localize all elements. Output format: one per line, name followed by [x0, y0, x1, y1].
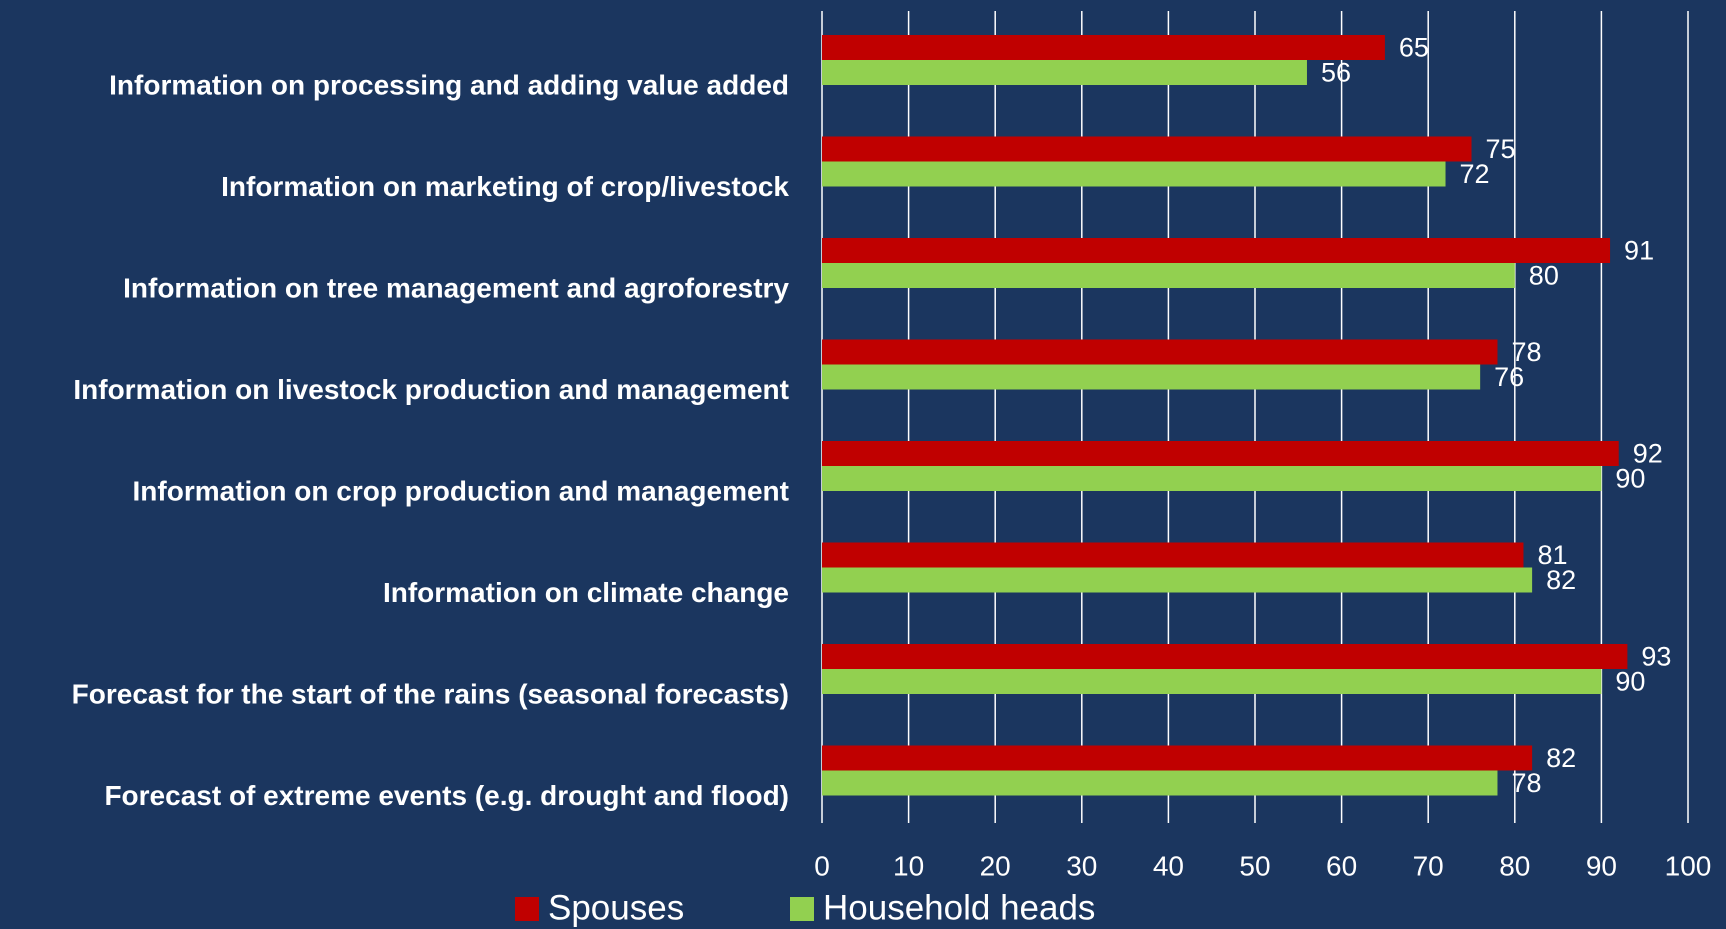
data-label: 78	[1511, 768, 1541, 798]
bar	[822, 669, 1602, 694]
category-label: Information on climate change	[383, 577, 789, 608]
bar	[822, 441, 1619, 466]
data-label: 65	[1399, 33, 1429, 63]
data-label: 78	[1511, 337, 1541, 367]
category-label: Information on processing and adding val…	[109, 69, 789, 100]
bar	[822, 567, 1533, 593]
x-tick-label: 70	[1413, 850, 1444, 881]
data-label: 80	[1529, 261, 1559, 291]
x-tick-label: 50	[1239, 850, 1270, 881]
bar	[822, 263, 1515, 288]
x-tick-label: 30	[1066, 850, 1097, 881]
bar	[822, 136, 1472, 162]
legend-label: Spouses	[548, 888, 684, 927]
x-tick-label: 60	[1326, 850, 1357, 881]
data-label: 92	[1633, 439, 1663, 469]
bar	[822, 161, 1446, 187]
data-label: 72	[1460, 159, 1490, 189]
category-label: Information on crop production and manag…	[133, 475, 789, 506]
x-tick-label: 0	[814, 850, 830, 881]
x-tick-label: 90	[1586, 850, 1617, 881]
category-label: Information on marketing of crop/livesto…	[221, 171, 789, 202]
category-label: Forecast of extreme events (e.g. drought…	[104, 780, 789, 811]
data-label: 91	[1624, 236, 1654, 266]
data-label: 90	[1615, 464, 1645, 494]
data-label: 56	[1321, 58, 1351, 88]
x-tick-label: 40	[1153, 850, 1184, 881]
bar	[822, 364, 1481, 390]
x-tick-label: 20	[980, 850, 1011, 881]
bar	[822, 35, 1385, 60]
data-label: 93	[1641, 642, 1671, 672]
bar	[822, 542, 1524, 568]
data-label: 82	[1546, 565, 1576, 595]
legend-swatch	[515, 897, 539, 921]
legend-swatch	[790, 897, 814, 921]
category-label: Information on livestock production and …	[73, 374, 789, 405]
x-tick-label: 80	[1499, 850, 1530, 881]
data-label: 81	[1537, 540, 1567, 570]
bar	[822, 770, 1498, 796]
bar	[822, 60, 1307, 85]
bar	[822, 339, 1498, 365]
data-label: 75	[1486, 134, 1516, 164]
category-label: Forecast for the start of the rains (sea…	[72, 678, 789, 709]
x-tick-label: 10	[893, 850, 924, 881]
bar	[822, 466, 1602, 491]
data-label: 76	[1494, 362, 1524, 392]
bar	[822, 745, 1533, 771]
data-label: 82	[1546, 743, 1576, 773]
legend-label: Household heads	[823, 888, 1095, 927]
data-label: 90	[1615, 667, 1645, 697]
bar	[822, 644, 1628, 669]
x-tick-label: 100	[1665, 850, 1712, 881]
bar	[822, 238, 1611, 263]
category-label: Information on tree management and agrof…	[123, 272, 789, 303]
